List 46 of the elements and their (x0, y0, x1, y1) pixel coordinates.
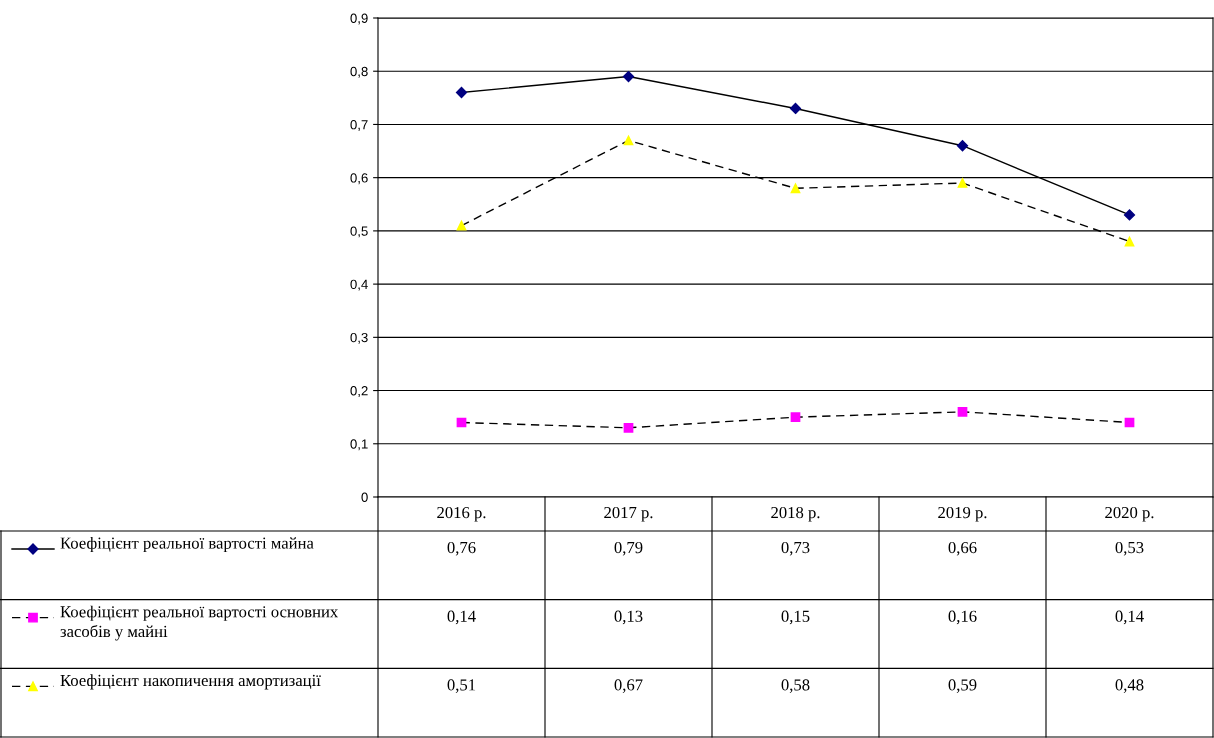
point (623, 135, 634, 146)
legend-label: Коефіцієнт реальної вартості основних засобів у майні (60, 605, 339, 641)
data-label: 0,15 (781, 610, 810, 625)
point (455, 86, 468, 99)
y-tick-label: 0,2 (350, 386, 368, 398)
y-tick-label: 0,4 (350, 279, 368, 291)
data-label: 0,14 (447, 610, 476, 625)
data-label: 0,13 (614, 610, 643, 625)
y-tick-label: 0 (361, 492, 368, 502)
legend-label: Коефіцієнт реальної вартості майна (60, 537, 314, 553)
y-tick-label: 0,5 (350, 226, 368, 238)
data-label: 0,76 (447, 541, 476, 556)
data-label: 0,79 (614, 541, 643, 556)
y-tick-label: 0,7 (350, 120, 368, 131)
data-label: 0,67 (614, 679, 643, 693)
point (456, 220, 467, 231)
x-tick-label: 2019 р. (938, 506, 987, 522)
y-tick-label: 0,6 (350, 173, 368, 185)
point (622, 70, 635, 83)
data-label: 0,14 (1115, 610, 1144, 625)
point (623, 422, 634, 433)
data-label: 0,73 (781, 541, 810, 556)
y-tick-label: 0,9 (350, 13, 368, 25)
data-label: 0,48 (1115, 679, 1144, 693)
y-tick-label: 0,1 (350, 439, 368, 451)
x-tick-label: 2017 р. (604, 506, 653, 522)
data-label: 0,59 (948, 679, 977, 693)
data-label: 0,16 (948, 610, 977, 625)
point (957, 406, 968, 417)
point (1123, 209, 1136, 221)
data-label: 0,53 (1115, 541, 1144, 556)
point (1124, 236, 1135, 247)
point (790, 412, 801, 423)
x-tick-label: 2018 р. (771, 506, 820, 522)
point (956, 140, 969, 152)
x-tick-label: 2020 р. (1105, 506, 1154, 522)
point (790, 183, 801, 194)
point (957, 178, 968, 188)
data-label: 0,51 (447, 679, 476, 693)
data-label: 0,58 (781, 679, 810, 693)
y-tick-label: 0,3 (350, 332, 368, 344)
data-label: 0,66 (948, 541, 977, 556)
point (789, 102, 802, 115)
x-tick-label: 2016 р. (437, 506, 486, 522)
legend-label: Коефіцієнт накопичення амортизації (60, 674, 321, 690)
y-tick-label: 0,8 (350, 66, 368, 78)
